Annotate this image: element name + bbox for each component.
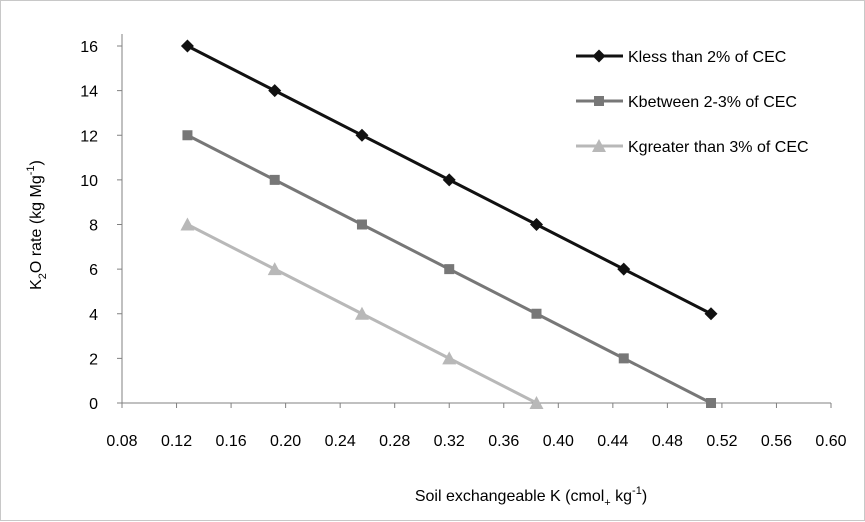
y-axis-title: K2O rate (kg Mg-1)	[25, 160, 49, 290]
data-point	[356, 219, 367, 230]
y-tick-label: 8	[89, 218, 98, 235]
axes	[121, 34, 831, 404]
data-point	[704, 307, 718, 321]
y-tick-label: 16	[80, 39, 98, 56]
y-axis-ticks: 0 2 4 6 8 10 12 14 16	[80, 39, 122, 413]
legend-marker	[594, 96, 604, 106]
y-tick-label: 2	[89, 351, 98, 368]
series-layer	[180, 39, 718, 409]
data-point	[617, 262, 631, 276]
legend-marker	[592, 49, 606, 63]
legend-label: Kgreater than 3% of CEC	[628, 139, 809, 156]
data-point	[182, 130, 193, 141]
series-3	[180, 217, 544, 409]
y-tick-label: 0	[89, 396, 98, 413]
x-tick-label: 0.28	[379, 433, 410, 450]
x-tick-label: 0.36	[488, 433, 519, 450]
y-tick-label: 12	[80, 128, 98, 145]
legend-item: Kbetween 2-3% of CEC	[576, 94, 797, 111]
x-tick-label: 0.08	[106, 433, 137, 450]
data-point	[354, 306, 369, 320]
legend-label: Kbetween 2-3% of CEC	[628, 94, 797, 111]
x-tick-label: 0.12	[161, 433, 192, 450]
y-tick-label: 14	[80, 84, 98, 101]
x-tick-label: 0.16	[216, 433, 247, 450]
x-tick-label: 0.56	[761, 433, 792, 450]
data-point	[267, 262, 282, 276]
x-axis-title: Soil exchangeable K (cmol+ kg-1)	[415, 485, 647, 509]
x-tick-label: 0.24	[325, 433, 356, 450]
data-point	[355, 128, 369, 142]
series-1	[180, 39, 718, 321]
data-point	[531, 308, 542, 319]
data-point	[180, 39, 194, 53]
data-point	[442, 173, 456, 187]
x-tick-label: 0.20	[270, 433, 301, 450]
x-tick-label: 0.48	[652, 433, 683, 450]
data-point	[180, 217, 195, 231]
data-point	[442, 351, 457, 365]
y-tick-label: 10	[80, 173, 98, 190]
x-tick-label: 0.60	[815, 433, 846, 450]
data-point	[618, 353, 629, 364]
legend-item: Kless than 2% of CEC	[576, 49, 786, 66]
data-point	[444, 264, 455, 275]
x-tick-label: 0.32	[434, 433, 465, 450]
legend-item: Kgreater than 3% of CEC	[576, 139, 809, 156]
data-point	[529, 218, 543, 231]
data-point	[268, 84, 282, 98]
y-tick-label: 4	[89, 307, 98, 324]
legend-marker	[592, 139, 606, 152]
data-point	[269, 174, 280, 185]
series-2	[182, 130, 717, 408]
x-axis-ticks: 0.08 0.12 0.16 0.20 0.24 0.28 0.32 0.36 0.40 0.44…	[106, 403, 847, 450]
legend: Kless than 2% of CEC Kbetween 2-3% of CEC…	[576, 49, 809, 156]
data-point	[529, 396, 544, 409]
x-tick-label: 0.52	[706, 433, 737, 450]
legend-label: Kless than 2% of CEC	[628, 49, 786, 66]
y-tick-label: 6	[89, 262, 98, 279]
x-tick-label: 0.44	[597, 433, 628, 450]
x-tick-label: 0.40	[543, 433, 574, 450]
data-point	[706, 398, 717, 408]
